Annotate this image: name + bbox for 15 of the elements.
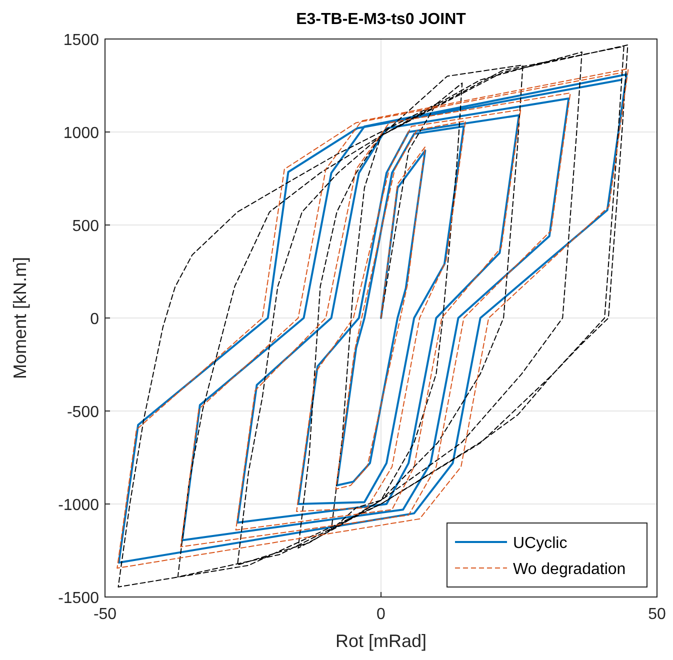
x-tick-label: -50: [93, 606, 117, 623]
x-tick-label: 0: [376, 606, 386, 623]
y-tick-label: -500: [66, 404, 100, 421]
legend-label: UCyclic: [513, 535, 568, 552]
y-tick-label: 1500: [63, 32, 100, 49]
y-tick-label: 0: [90, 311, 100, 328]
y-tick-label: -1000: [58, 497, 100, 514]
x-tick-label: 50: [648, 606, 666, 623]
x-axis-title: Rot [mRad]: [335, 631, 427, 651]
y-tick-label: -1500: [58, 590, 100, 607]
y-axis-title: Moment [kN.m]: [10, 256, 30, 380]
y-tick-label: 500: [72, 218, 100, 235]
y-tick-label: 1000: [63, 125, 100, 142]
chart-title: E3-TB-E-M3-ts0 JOINT: [296, 11, 466, 28]
legend-label: Wo degradation: [513, 561, 626, 578]
